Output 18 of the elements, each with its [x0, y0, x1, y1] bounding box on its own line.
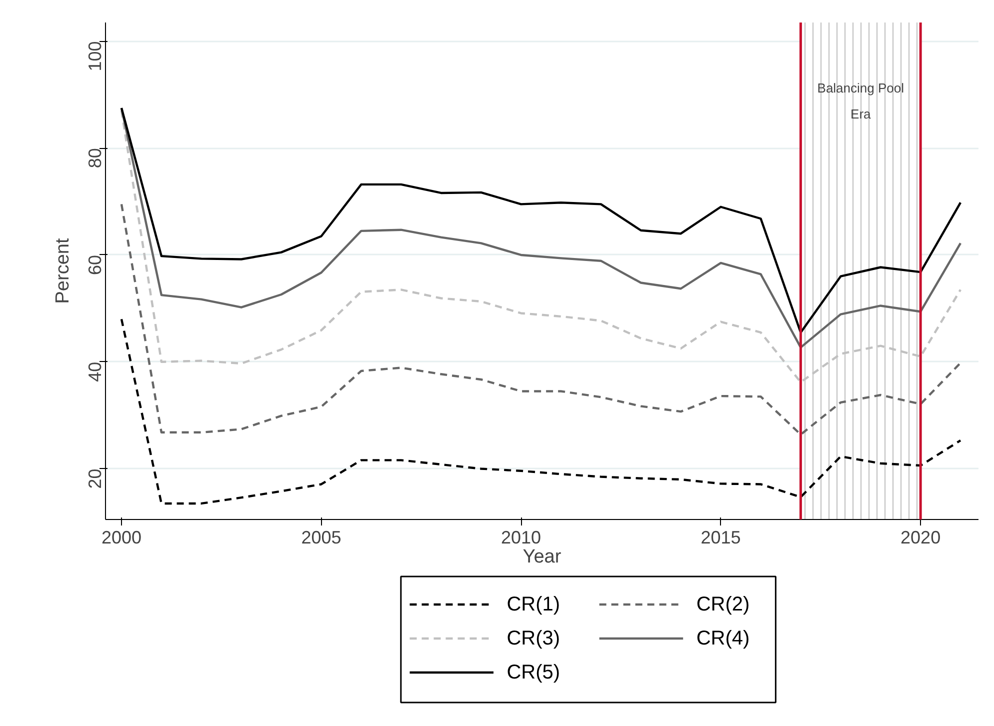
x-tick-label: 2020: [900, 528, 941, 548]
y-tick-label: 20: [85, 468, 105, 489]
x-tick-label: 2010: [501, 528, 542, 548]
x-tick-label: 2000: [101, 528, 142, 548]
legend-label: CR(1): [506, 594, 560, 616]
legend-label: CR(5): [506, 662, 560, 684]
y-tick-label: 40: [85, 362, 105, 382]
legend-label: CR(2): [696, 594, 750, 616]
x-tick-label: 2015: [700, 528, 741, 548]
legend-label: CR(3): [506, 628, 560, 650]
band-label: Balancing Pool Era: [817, 80, 904, 122]
y-axis-title: Percent: [52, 238, 74, 304]
x-axis-title: Year: [522, 546, 562, 568]
y-tick-label: 60: [85, 254, 105, 275]
legend-label: CR(4): [696, 628, 750, 650]
y-tick-label: 100: [85, 41, 105, 72]
y-tick-label: 80: [85, 148, 105, 168]
x-tick-label: 2005: [301, 528, 342, 548]
